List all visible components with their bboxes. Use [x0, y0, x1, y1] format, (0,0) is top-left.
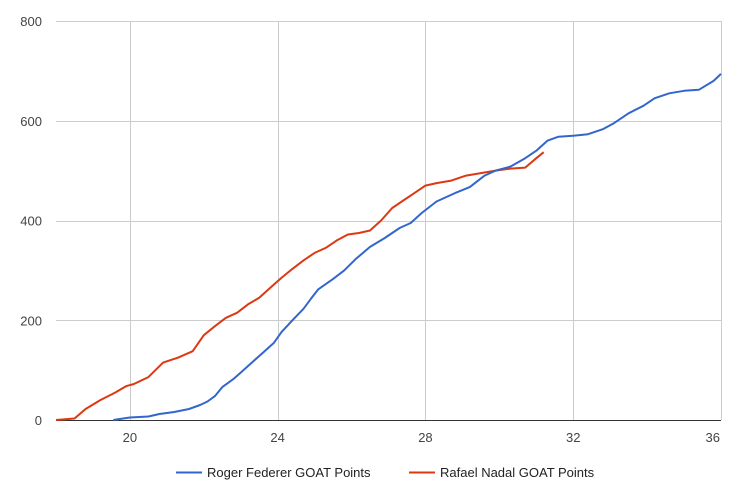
y-tick-label: 400 [20, 214, 42, 229]
legend-label: Rafael Nadal GOAT Points [440, 465, 595, 480]
series-lines [55, 73, 722, 421]
y-tick-label: 600 [20, 114, 42, 129]
y-tick-label: 800 [20, 14, 42, 29]
x-tick-label: 28 [418, 430, 432, 445]
legend-label: Roger Federer GOAT Points [207, 465, 371, 480]
y-axis-ticks: 0 200 400 600 800 [20, 14, 42, 428]
gridlines [56, 21, 722, 421]
x-tick-label: 32 [566, 430, 580, 445]
x-tick-label: 36 [706, 430, 720, 445]
legend: Roger Federer GOAT Points Rafael Nadal GO… [176, 465, 595, 480]
y-tick-label: 0 [35, 413, 42, 428]
x-tick-label: 24 [270, 430, 284, 445]
series-line-1 [55, 151, 545, 421]
x-tick-label: 20 [123, 430, 137, 445]
y-tick-label: 200 [20, 313, 42, 328]
series-line-0 [113, 73, 722, 421]
x-axis-ticks: 20 24 28 32 36 [123, 430, 720, 445]
